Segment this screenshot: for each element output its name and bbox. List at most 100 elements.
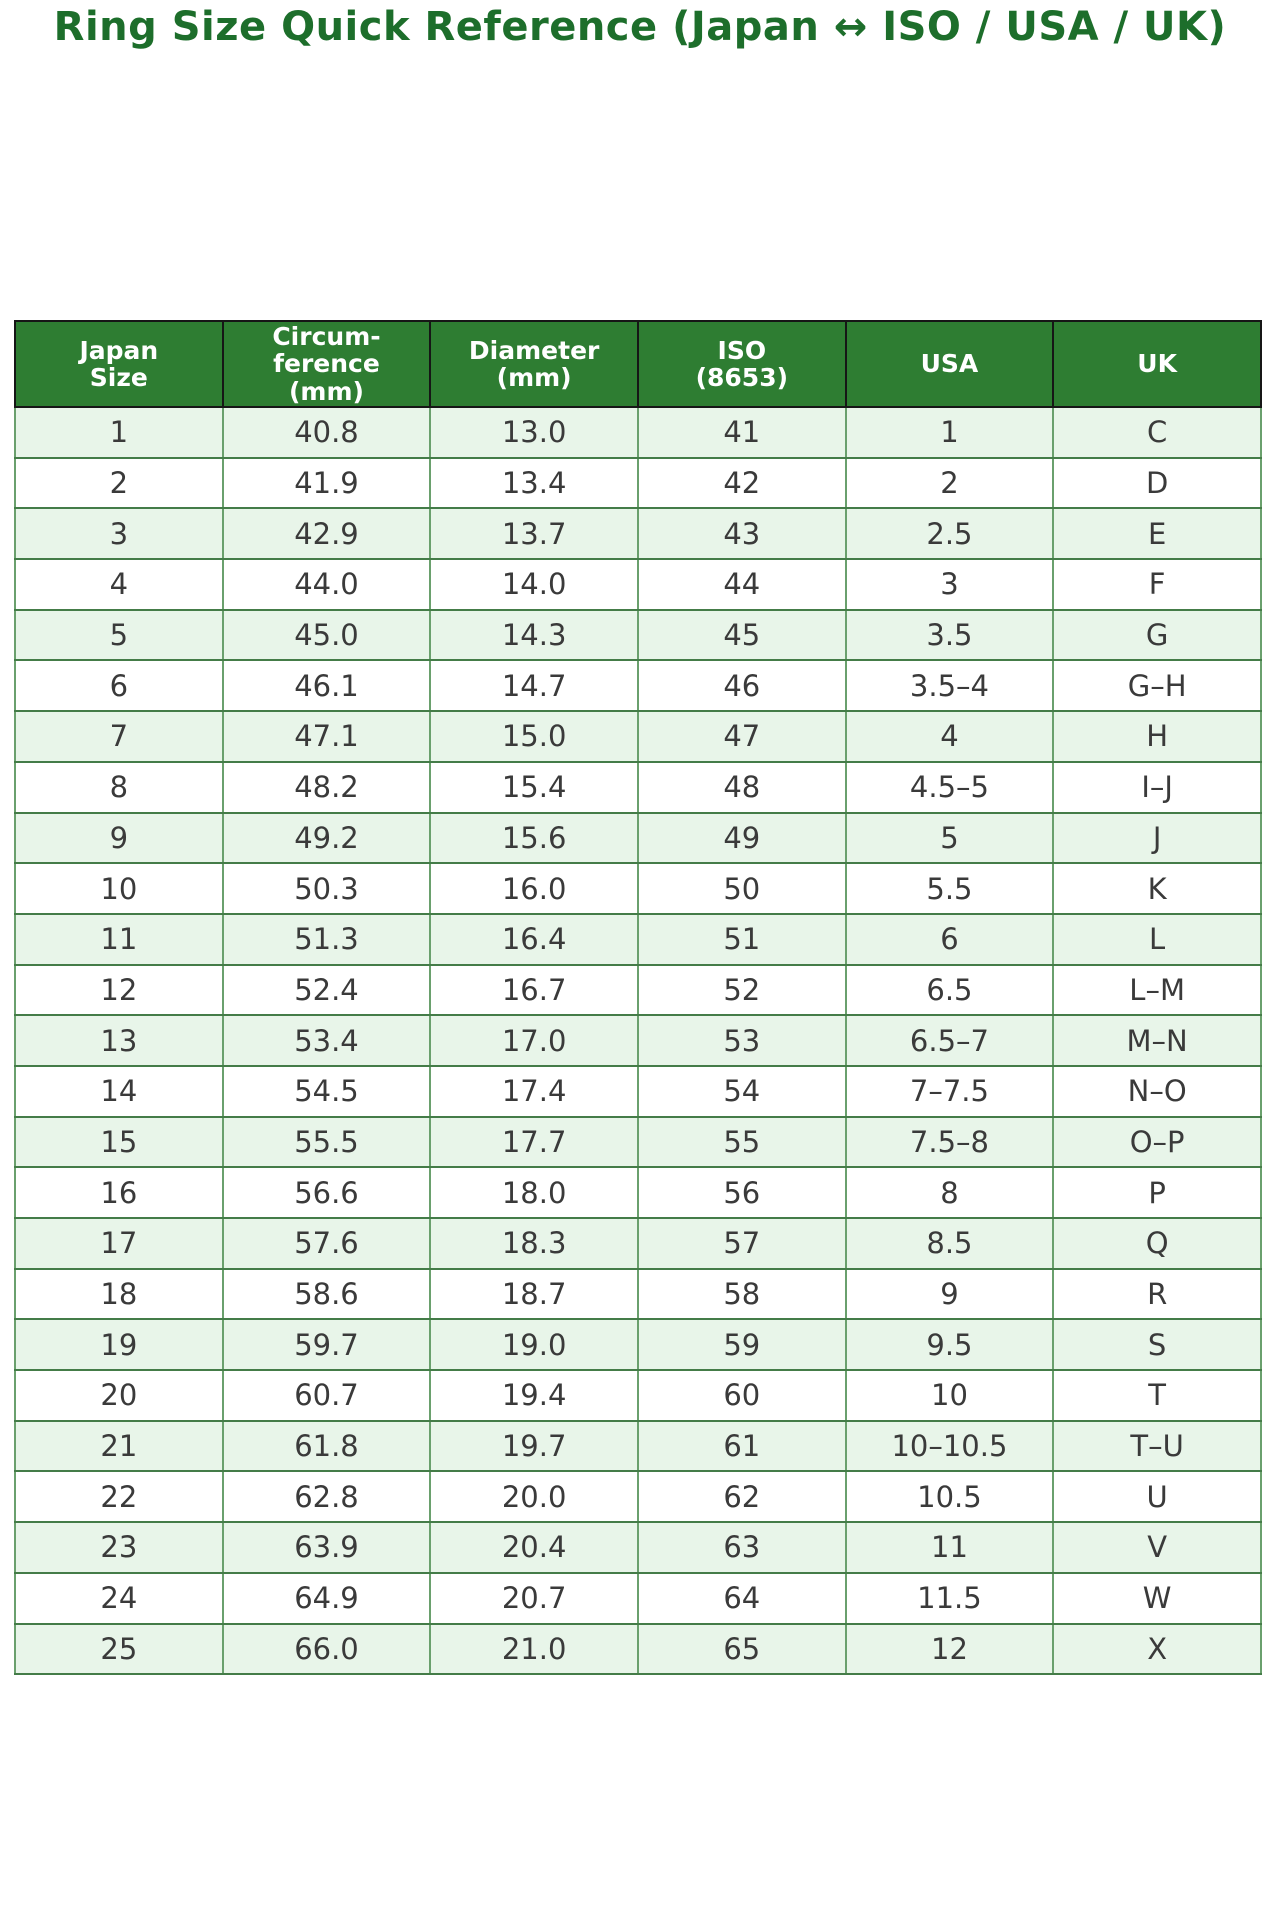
table-row: 5 45.0 14.3 45 3.5 G [14, 608, 1262, 662]
table-cell: 16.7 [429, 963, 639, 1017]
table-cell: 7 [14, 710, 224, 763]
table-row: 16 56.6 18.0 56 8 P [14, 1166, 1262, 1219]
table-cell: 50.3 [221, 862, 432, 915]
table-cell: 19.0 [429, 1318, 639, 1372]
table-cell: G [1052, 608, 1262, 662]
table-cell: 61.8 [221, 1419, 432, 1473]
table-row: 3 42.9 13.7 43 2.5 E [14, 507, 1262, 561]
table-cell: 12 [14, 963, 224, 1017]
table-cell: 11.5 [844, 1571, 1055, 1625]
table-cell: W [1052, 1571, 1262, 1625]
table-cell: H [1052, 710, 1262, 763]
table-cell: 56.6 [221, 1166, 432, 1219]
table-cell: 14.3 [429, 608, 639, 662]
table-cell: 9.5 [844, 1318, 1055, 1372]
table-cell: 59.7 [221, 1318, 432, 1372]
table-cell: 66.0 [221, 1622, 432, 1676]
table-body: 1 40.8 13.0 41 1 C 2 41.9 13.4 42 2 D 3 42.9 13.7 43 2.5… [14, 406, 1262, 1676]
table-cell: K [1052, 862, 1262, 915]
column-header-japan-size: Japan Size [14, 320, 224, 408]
table-cell: 47 [636, 710, 847, 763]
table-cell: 46 [636, 659, 847, 713]
table-cell: 40.8 [221, 406, 432, 459]
table-cell: 6 [14, 659, 224, 713]
table-cell: E [1052, 507, 1262, 561]
table-row: 13 53.4 17.0 53 6.5–7 M–N [14, 1014, 1262, 1067]
table-cell: 19 [14, 1318, 224, 1372]
table-cell: 25 [14, 1622, 224, 1676]
table-cell: 60.7 [221, 1369, 432, 1422]
table-head: Japan Size Circum- ference (mm) Diameter (… [14, 320, 1262, 408]
table-row: 6 46.1 14.7 46 3.5–4 G–H [14, 659, 1262, 713]
table-cell: 62 [636, 1470, 847, 1524]
table-cell: 64.9 [221, 1571, 432, 1625]
table-row: 11 51.3 16.4 51 6 L [14, 912, 1262, 966]
table-cell: 45 [636, 608, 847, 662]
table-cell: 20 [14, 1369, 224, 1422]
table-cell: 59 [636, 1318, 847, 1372]
table-cell: 5 [14, 608, 224, 662]
table-row: 21 61.8 19.7 61 10–10.5 T–U [14, 1419, 1262, 1473]
table-cell: 11 [14, 912, 224, 966]
table-cell: 10–10.5 [844, 1419, 1055, 1473]
table-cell: 2.5 [844, 507, 1055, 561]
table-cell: 8 [14, 760, 224, 814]
table-cell: 42 [636, 456, 847, 510]
table-cell: 17.4 [429, 1064, 639, 1118]
table-cell: 6 [844, 912, 1055, 966]
table-cell: Q [1052, 1217, 1262, 1270]
table-cell: 3.5–4 [844, 659, 1055, 713]
table-cell: 1 [844, 406, 1055, 459]
table-cell: 12 [844, 1622, 1055, 1676]
table-cell: 49 [636, 811, 847, 865]
table-cell: 51.3 [221, 912, 432, 966]
table-cell: O–P [1052, 1115, 1262, 1169]
table-cell: 48 [636, 760, 847, 814]
table-cell: 20.7 [429, 1571, 639, 1625]
table-cell: 53 [636, 1014, 847, 1067]
table-cell: J [1052, 811, 1262, 865]
table-cell: 2 [844, 456, 1055, 510]
table-cell: 55 [636, 1115, 847, 1169]
table-cell: 20.4 [429, 1521, 639, 1574]
table-cell: 17.7 [429, 1115, 639, 1169]
table-cell: 57.6 [221, 1217, 432, 1270]
table-cell: 7.5–8 [844, 1115, 1055, 1169]
table-cell: 16.0 [429, 862, 639, 915]
table-cell: 10 [14, 862, 224, 915]
table-row: 7 47.1 15.0 47 4 H [14, 710, 1262, 763]
table-cell: 18.3 [429, 1217, 639, 1270]
table-cell: L [1052, 912, 1262, 966]
table-cell: 21.0 [429, 1622, 639, 1676]
table-row: 25 66.0 21.0 65 12 X [14, 1622, 1262, 1676]
table-cell: 53.4 [221, 1014, 432, 1067]
table-cell: 41.9 [221, 456, 432, 510]
table-cell: 17 [14, 1217, 224, 1270]
table-cell: 45.0 [221, 608, 432, 662]
column-header-diameter-mm: Diameter (mm) [429, 320, 639, 408]
table-cell: 18.0 [429, 1166, 639, 1219]
table-cell: T [1052, 1369, 1262, 1422]
table-cell: G–H [1052, 659, 1262, 713]
table-cell: 19.7 [429, 1419, 639, 1473]
table-cell: C [1052, 406, 1262, 459]
table-cell: 13.4 [429, 456, 639, 510]
table-cell: 3 [14, 507, 224, 561]
table-cell: 10 [844, 1369, 1055, 1422]
table-cell: U [1052, 1470, 1262, 1524]
table-cell: 54 [636, 1064, 847, 1118]
table-cell: 5 [844, 811, 1055, 865]
table-row: 19 59.7 19.0 59 9.5 S [14, 1318, 1262, 1372]
table-cell: 14.0 [429, 558, 639, 611]
table-cell: V [1052, 1521, 1262, 1574]
table-cell: 50 [636, 862, 847, 915]
table-row: 10 50.3 16.0 50 5.5 K [14, 862, 1262, 915]
table-cell: 60 [636, 1369, 847, 1422]
table-cell: 56 [636, 1166, 847, 1219]
table-cell: 63.9 [221, 1521, 432, 1574]
table-header-row: Japan Size Circum- ference (mm) Diameter (… [14, 320, 1262, 408]
table-cell: T–U [1052, 1419, 1262, 1473]
table-cell: F [1052, 558, 1262, 611]
table-cell: 4.5–5 [844, 760, 1055, 814]
table-cell: 43 [636, 507, 847, 561]
